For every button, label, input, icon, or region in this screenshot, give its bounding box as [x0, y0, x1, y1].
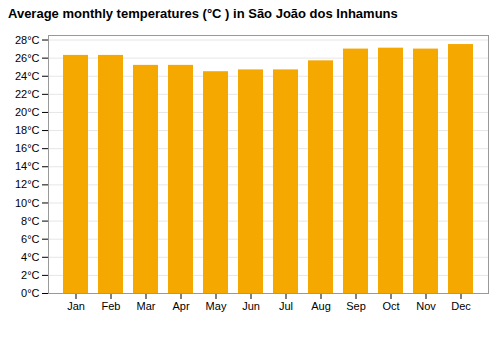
svg-text:20°C: 20°C	[15, 106, 40, 118]
svg-text:18°C: 18°C	[15, 124, 40, 136]
svg-text:Apr: Apr	[172, 300, 189, 312]
svg-text:Feb: Feb	[102, 300, 121, 312]
svg-text:10°C: 10°C	[15, 196, 40, 208]
svg-text:22°C: 22°C	[15, 88, 40, 100]
svg-text:Jan: Jan	[67, 300, 85, 312]
svg-text:12°C: 12°C	[15, 178, 40, 190]
svg-text:0°C: 0°C	[21, 287, 40, 299]
svg-text:Sep: Sep	[346, 300, 366, 312]
svg-text:Jul: Jul	[279, 300, 293, 312]
svg-text:Oct: Oct	[382, 300, 399, 312]
svg-text:8°C: 8°C	[21, 215, 40, 227]
svg-text:Dec: Dec	[451, 300, 471, 312]
svg-text:Mar: Mar	[137, 300, 156, 312]
svg-text:6°C: 6°C	[21, 233, 40, 245]
svg-text:26°C: 26°C	[15, 52, 40, 64]
svg-text:4°C: 4°C	[21, 251, 40, 263]
html-text:Average monthly temperatures (: Average monthly temperatures (°C ) in Sã…	[8, 6, 398, 21]
svg-text:14°C: 14°C	[15, 160, 40, 172]
svg-text:May: May	[206, 300, 227, 312]
svg-text:16°C: 16°C	[15, 142, 40, 154]
svg-text:2°C: 2°C	[21, 269, 40, 281]
svg-text:28°C: 28°C	[15, 34, 40, 46]
svg-text:Jun: Jun	[242, 300, 260, 312]
svg-text:Aug: Aug	[311, 300, 331, 312]
svg-text:Nov: Nov	[416, 300, 436, 312]
svg-text:24°C: 24°C	[15, 70, 40, 82]
